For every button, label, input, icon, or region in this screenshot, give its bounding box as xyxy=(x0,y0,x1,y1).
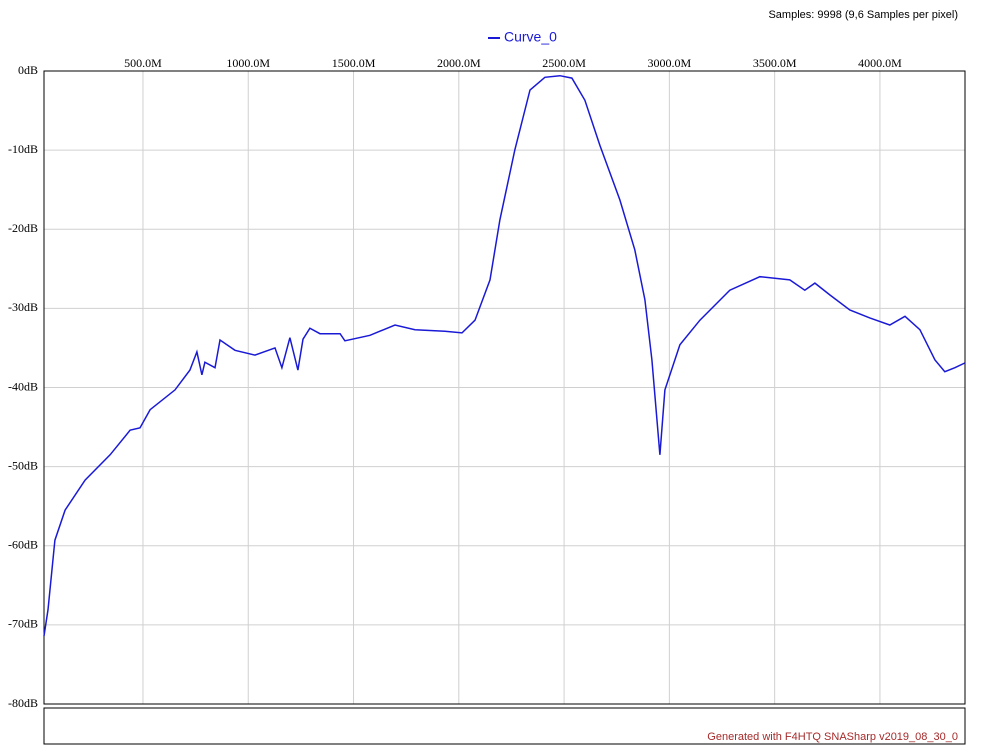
plot-frame xyxy=(43,70,966,705)
y-tick-label: -40dB xyxy=(8,379,38,393)
y-tick-label: -80dB xyxy=(8,696,38,710)
x-tick-label: 2000.0M xyxy=(437,56,481,70)
x-tick-label: 1500.0M xyxy=(332,56,376,70)
footer: Generated with F4HTQ SNASharp v2019_08_3… xyxy=(707,731,958,743)
footer-box xyxy=(43,707,966,745)
x-tick-label: 3000.0M xyxy=(648,56,692,70)
y-tick-label: -50dB xyxy=(8,458,38,472)
y-tick-label: -60dB xyxy=(8,538,38,552)
y-tick-label: 0dB xyxy=(18,63,38,77)
legend-label: Curve_0 xyxy=(504,29,557,45)
y-tick-label: -10dB xyxy=(8,142,38,156)
x-tick-label: 4000.0M xyxy=(858,56,902,70)
x-tick-label: 3500.0M xyxy=(753,56,797,70)
x-tick-label: 500.0M xyxy=(124,56,162,70)
x-tick-label: 2500.0M xyxy=(542,56,586,70)
x-tick-label: 1000.0M xyxy=(226,56,270,70)
samples-info: Samples: 9998 (9,6 Samples per pixel) xyxy=(768,9,958,21)
y-tick-label: -20dB xyxy=(8,221,38,235)
y-tick-label: -30dB xyxy=(8,300,38,314)
y-tick-label: -70dB xyxy=(8,617,38,631)
data-line xyxy=(43,74,966,637)
